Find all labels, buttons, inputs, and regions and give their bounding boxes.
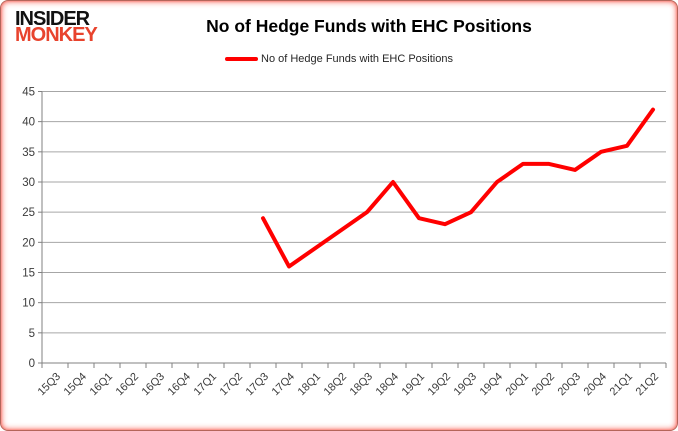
x-tick-label: 15Q3 (36, 371, 64, 399)
y-tick-label: 35 (22, 147, 35, 159)
x-tick-label: 15Q4 (62, 371, 90, 399)
x-tick-label: 16Q1 (88, 371, 116, 399)
y-tick-label: 40 (22, 117, 35, 129)
x-tick-label: 17Q1 (192, 371, 220, 399)
x-tick-label: 20Q4 (582, 371, 610, 399)
x-tick-label: 19Q3 (452, 371, 480, 399)
x-tick-label: 17Q2 (218, 371, 246, 399)
x-tick-label: 20Q3 (556, 371, 584, 399)
x-tick-label: 17Q3 (244, 371, 272, 399)
y-tick-label: 45 (22, 87, 35, 99)
y-tick-label: 0 (29, 358, 35, 370)
y-tick-label: 30 (22, 177, 35, 189)
x-tick-label: 18Q3 (348, 371, 376, 399)
x-tick-label: 16Q4 (166, 371, 194, 399)
logo-line-monkey: MONKEY (15, 24, 98, 46)
chart-title: No of Hedge Funds with EHC Positions (206, 16, 532, 36)
x-tick-label: 21Q1 (608, 371, 636, 399)
y-tick-label: 15 (22, 268, 35, 280)
x-tick-label: 20Q1 (504, 371, 532, 399)
legend: No of Hedge Funds with EHC Positions (1, 53, 677, 65)
data-series-line (261, 107, 655, 269)
logo-line-insider: INSIDER (15, 8, 90, 30)
x-tick-label: 21Q2 (634, 371, 662, 399)
legend-label: No of Hedge Funds with EHC Positions (261, 53, 453, 65)
y-tick-label: 20 (22, 237, 35, 249)
y-tick-label: 25 (22, 207, 35, 219)
x-tick-label: 18Q1 (296, 371, 324, 399)
legend-line-swatch-icon (225, 57, 258, 61)
x-tick-label: 16Q2 (114, 371, 142, 399)
x-tick-label: 16Q3 (140, 371, 168, 399)
x-tick-label: 19Q1 (400, 371, 428, 399)
y-tick-label: 5 (29, 328, 35, 340)
x-tick-label: 20Q2 (530, 371, 558, 399)
x-tick-label: 18Q2 (322, 371, 350, 399)
y-tick-label: 10 (22, 298, 35, 310)
x-tick-label: 19Q4 (478, 371, 506, 399)
insider-monkey-logo: INSIDER MONKEY (15, 8, 98, 46)
x-tick-label: 17Q4 (270, 371, 298, 399)
x-tick-label: 19Q2 (426, 371, 454, 399)
x-tick-label: 18Q4 (374, 371, 402, 399)
